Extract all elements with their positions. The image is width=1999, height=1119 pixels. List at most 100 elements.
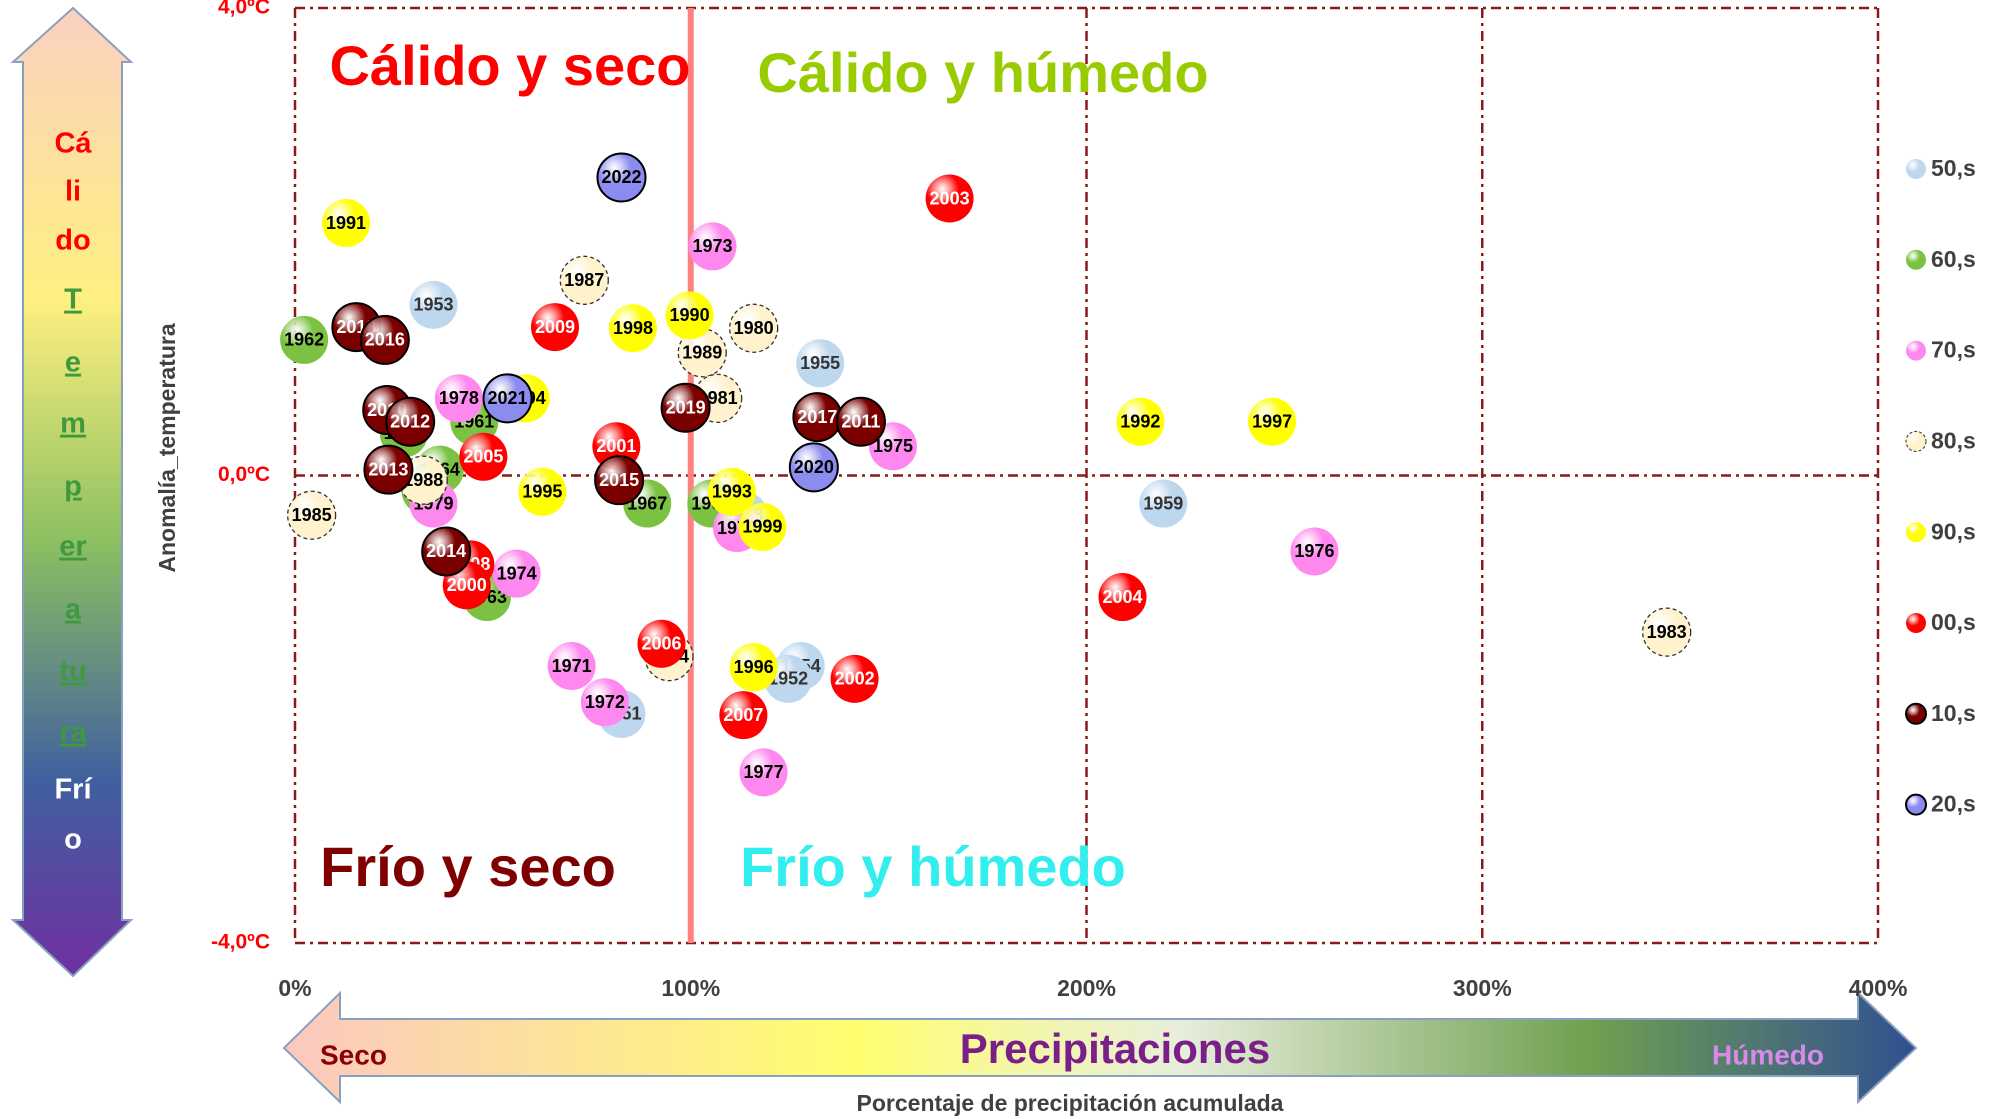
quadrant-label: Cálido y seco (329, 34, 690, 97)
point (830, 654, 879, 703)
point-label: 2012 (390, 411, 430, 431)
point (409, 280, 458, 329)
point-label: 1987 (564, 270, 604, 290)
y-tick-label: 4,0ºC (218, 0, 270, 19)
point-label: 1959 (1143, 493, 1183, 513)
point-label: 2020 (794, 457, 834, 477)
point (421, 526, 472, 577)
arrow-letter: Frí (54, 774, 92, 806)
point-label: 1997 (1252, 411, 1292, 431)
legend-label: 70,s (1931, 337, 1976, 363)
legend-marker (1905, 793, 1927, 816)
point (1248, 397, 1297, 446)
arrow-right-label: Húmedo (1712, 1039, 1824, 1070)
arrow-letter: m (60, 408, 86, 440)
point-label: 1996 (734, 657, 774, 677)
point (385, 396, 436, 447)
point-label: 1992 (1120, 411, 1160, 431)
point-label: 1985 (292, 505, 332, 525)
point-label: 2005 (463, 447, 503, 467)
point (322, 199, 371, 248)
point-label: 2009 (535, 317, 575, 337)
legend-label: 60,s (1931, 246, 1976, 272)
legend-marker (1906, 340, 1926, 361)
point-label: 1962 (284, 330, 324, 350)
legend-label: 50,s (1931, 155, 1976, 181)
point-label: 2002 (835, 669, 875, 689)
point (796, 339, 845, 388)
temperature-arrow (10, 6, 134, 978)
point-label: 2017 (797, 407, 837, 427)
y-tick-label: 0,0ºC (218, 463, 270, 486)
x-tick-label: 400% (1849, 975, 1908, 1001)
arrow-letter: tu (59, 656, 86, 688)
arrow-letter: a (65, 594, 82, 626)
arrow-letter: o (64, 824, 82, 856)
point-label: 1995 (522, 482, 562, 502)
point (594, 455, 645, 506)
point-label: 1999 (742, 517, 782, 537)
legend-marker (1905, 702, 1927, 725)
point-label: 1955 (800, 353, 840, 373)
point-label: 2021 (487, 388, 527, 408)
y-axis-label: Anomalía_temperatura (154, 323, 180, 572)
point (925, 174, 974, 223)
point (434, 374, 483, 423)
point-label: 1953 (413, 295, 453, 315)
point (1098, 573, 1147, 622)
point (363, 444, 414, 495)
legend-marker (1906, 249, 1926, 270)
point-label: 1978 (439, 388, 479, 408)
x-tick-label: 0% (278, 975, 311, 1001)
point-label: 1973 (692, 236, 732, 256)
legend-label: 20,s (1931, 791, 1976, 817)
point-label: 2003 (930, 188, 970, 208)
point-label: 1988 (403, 470, 443, 490)
point (719, 691, 768, 740)
point-label: 2022 (601, 167, 641, 187)
y-tick-label: -4,0ºC (211, 931, 270, 954)
arrow-letter: Cá (54, 128, 92, 160)
point (280, 315, 329, 364)
arrow-letter: er (59, 531, 86, 563)
point (459, 432, 508, 481)
point (1290, 527, 1339, 576)
point (580, 678, 629, 727)
point-label: 1990 (670, 305, 710, 325)
legend-marker (1906, 159, 1926, 179)
x-axis-label: Porcentaje de precipitación acumulada (857, 1090, 1284, 1116)
point-label: 1975 (873, 436, 913, 456)
point (518, 467, 567, 516)
point-label: 2006 (641, 634, 681, 654)
point-label: 2014 (426, 541, 466, 561)
quadrant-label: Frío y húmedo (740, 835, 1126, 898)
point (637, 619, 686, 668)
point (559, 255, 609, 305)
legend-marker (1905, 430, 1927, 452)
point-label: 1998 (613, 318, 653, 338)
point-label: 2019 (666, 397, 706, 417)
point-label: 1983 (1647, 622, 1687, 642)
legend-label: 00,s (1931, 609, 1976, 635)
point (547, 642, 596, 691)
arrow-letter: p (64, 471, 82, 503)
point-label: 2007 (723, 705, 763, 725)
legend-marker (1906, 613, 1926, 633)
quadrant-label: Cálido y húmedo (757, 41, 1208, 104)
point-label: 1972 (585, 692, 625, 712)
point (788, 442, 839, 493)
point-label: 2001 (596, 436, 636, 456)
legend-label: 10,s (1931, 700, 1976, 726)
point (738, 502, 787, 551)
point-label: 2000 (447, 575, 487, 595)
point-label: 2016 (365, 330, 405, 350)
point (688, 222, 737, 271)
point-label: 1967 (627, 493, 667, 513)
point-label: 1952 (768, 669, 808, 689)
point-label: 2004 (1102, 587, 1142, 607)
point (1642, 607, 1692, 657)
x-tick-label: 300% (1453, 975, 1512, 1001)
precipitation-arrow (282, 990, 1918, 1105)
arrow-letter: T (64, 284, 82, 316)
